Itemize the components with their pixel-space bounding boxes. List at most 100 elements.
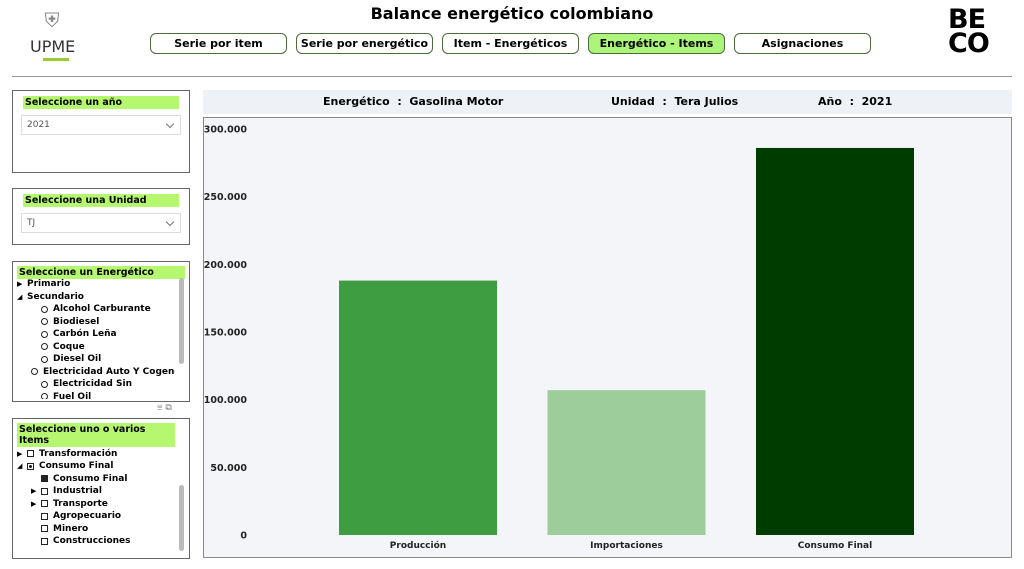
nav-tab[interactable]: Item - Energéticos [442, 33, 579, 54]
check-icon [41, 537, 48, 545]
tree-item[interactable]: Fuel Oil [17, 391, 175, 399]
item-label: Agropecuario [53, 511, 122, 522]
dropdown[interactable]: 2021 [21, 115, 181, 135]
tree-item[interactable]: Biodiesel [17, 316, 175, 329]
y-tick-label: 150.000 [204, 328, 248, 339]
nav-tab[interactable]: Serie por item [150, 33, 287, 54]
logo-bar [43, 58, 69, 61]
field-label: Energético [323, 95, 390, 108]
chart-header: Energético : Gasolina Motor Unidad : Tera… [203, 90, 1012, 114]
field-value: Tera Julios [674, 95, 739, 108]
tree-item[interactable]: ◢ Consumo Final [17, 460, 175, 473]
tree-item[interactable]: ◢ Secundario [17, 291, 175, 304]
scrollbar[interactable] [179, 278, 184, 364]
bar [756, 147, 914, 536]
items-slicer[interactable]: Exportaciones▶Transformación◢Consumo Fin… [12, 418, 190, 559]
item-label: Minero [53, 523, 89, 534]
tree: ▶ Primario ◢ Secundario Alcohol Carburante Bi… [17, 278, 175, 399]
check-icon [27, 450, 34, 458]
item-label: Primario [27, 279, 71, 290]
tree-item[interactable]: Coque [17, 341, 175, 354]
header-field: Unidad : Tera Julios [611, 95, 738, 108]
item-label: Consumo Final [39, 461, 114, 472]
tree-item[interactable]: ▶ Transformación [17, 448, 175, 461]
y-tick-label: 0 [240, 531, 247, 542]
bar [339, 280, 497, 535]
logo-line: BE [948, 4, 986, 35]
check-icon [41, 500, 48, 508]
slicer-title: Seleccione un año [23, 96, 179, 109]
tree-item[interactable]: Construcciones [17, 535, 175, 548]
tree-item[interactable]: Consumo Final [17, 473, 175, 486]
nav-tab[interactable]: Serie por energético [296, 33, 433, 54]
item-label: Diesel Oil [53, 354, 102, 365]
y-tick-label: 300.000 [204, 125, 248, 136]
tree-item[interactable]: ▶ Primario [17, 278, 175, 291]
tree-item[interactable]: Electricidad Sin [17, 378, 175, 391]
expander: ▶ [31, 499, 37, 508]
item-label: Industrial [53, 486, 102, 497]
item-label: Transformación [39, 448, 118, 459]
check-icon [41, 330, 48, 338]
slicer-title: Seleccione uno o varios Items [17, 423, 175, 447]
expander: ▶ [17, 280, 23, 289]
x-tick-label: Consumo Final [798, 541, 872, 551]
tree-item[interactable]: Agropecuario [17, 510, 175, 523]
check-icon [27, 462, 34, 470]
slicer-title: Seleccione un Energético [17, 266, 185, 279]
expander: ◢ [17, 292, 23, 301]
expander: ◢ [17, 462, 23, 471]
check-icon [41, 512, 48, 520]
tree-item[interactable]: Electricidad Auto Y Cogene... [17, 366, 175, 379]
logo-line: CO [948, 28, 990, 59]
visual-icons: ⩸ ⧉ [157, 403, 172, 413]
check-icon [41, 343, 48, 351]
check-icon [41, 380, 48, 388]
item-label: Alcohol Carburante [53, 304, 151, 315]
check-icon [41, 393, 48, 399]
scrollbar[interactable] [179, 485, 184, 551]
field-value: Gasolina Motor [409, 95, 504, 108]
y-tick-label: 250.000 [204, 192, 248, 203]
separator: : [841, 95, 862, 108]
field-value: 2021 [861, 95, 893, 108]
tree-item[interactable]: Minero [17, 523, 175, 536]
y-tick-label: 100.000 [204, 395, 248, 406]
header-field: Año : 2021 [818, 95, 892, 108]
field-label: Año [818, 95, 842, 108]
year-slicer[interactable]: Seleccione un año 2021 [12, 90, 190, 173]
nav-tab[interactable]: Energético - Items [588, 33, 725, 54]
item-label: Secundario [27, 291, 84, 302]
check-icon [41, 487, 48, 495]
item-label: Carbón Leña [53, 329, 117, 340]
nav-tab[interactable]: Asignaciones [734, 33, 871, 54]
y-tick-label: 50.000 [210, 463, 247, 474]
item-label: Consumo Final [53, 473, 128, 484]
energy-slicer[interactable]: Seleccione un Energético ▶ Primario ◢ Secund… [12, 261, 190, 402]
field-label: Unidad [611, 95, 655, 108]
page-title: Balance energético colombiano [370, 4, 654, 23]
divider [12, 76, 1012, 77]
item-label: Transporte [53, 498, 108, 509]
y-tick-label: 200.000 [204, 260, 248, 271]
check-icon [41, 525, 48, 533]
item-label: Construcciones [53, 536, 131, 547]
tree-item[interactable]: ▶ Transporte [17, 498, 175, 511]
check-icon [41, 475, 48, 483]
expander: ▶ [17, 449, 23, 458]
unit-slicer[interactable]: Seleccione una Unidad TJ [12, 188, 190, 245]
tree-item[interactable]: ▶ Industrial [17, 485, 175, 498]
tree-item[interactable]: Alcohol Carburante [17, 303, 175, 316]
separator: : [654, 95, 675, 108]
dropdown[interactable]: TJ [21, 213, 181, 233]
tree-item[interactable]: Diesel Oil [17, 353, 175, 366]
separator: : [389, 95, 410, 108]
item-label: Coque [53, 341, 85, 352]
right-logo: BE CO [948, 4, 990, 59]
expander: ▶ [31, 487, 37, 496]
x-tick-label: Producción [390, 540, 446, 551]
tree-item[interactable]: Carbón Leña [17, 328, 175, 341]
item-label: Electricidad Sin [53, 379, 132, 390]
